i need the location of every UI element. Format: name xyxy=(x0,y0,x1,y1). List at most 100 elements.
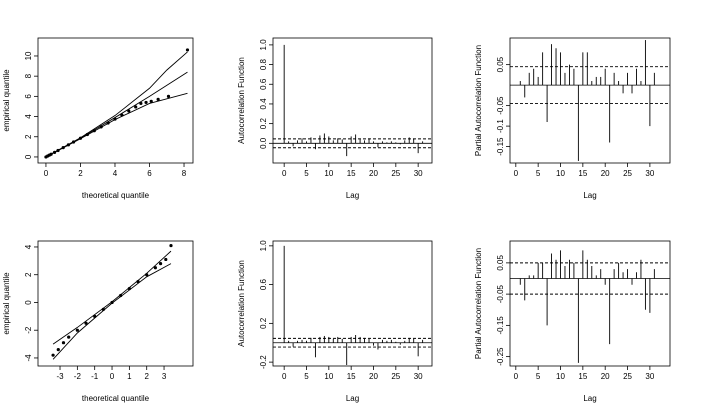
y-tick-label: 1.0 xyxy=(259,240,268,252)
y-tick-label: 4 xyxy=(24,244,33,249)
y-tick-label: 0.2 xyxy=(259,118,268,130)
x-tick-label: -2 xyxy=(74,372,82,381)
y-axis-label: Partial Autocorrelation Function xyxy=(474,248,483,359)
x-tick-label: 10 xyxy=(556,169,565,178)
x-tick-label: 0 xyxy=(110,372,115,381)
x-tick-label: 20 xyxy=(369,372,378,381)
y-tick-label: 0.6 xyxy=(259,78,268,90)
y-tick-label: 8 xyxy=(24,73,33,78)
x-tick-label: 0 xyxy=(44,169,49,178)
plot-frame xyxy=(272,240,433,367)
y-tick-label: 1.0 xyxy=(259,39,268,51)
y-axis-label: empirical quantile xyxy=(2,69,11,132)
x-tick-label: 1 xyxy=(127,372,132,381)
x-tick-label: 0 xyxy=(282,372,287,381)
y-tick-label: 2 xyxy=(24,272,33,277)
x-tick-label: 3 xyxy=(162,372,167,381)
x-tick-label: 25 xyxy=(391,372,400,381)
y-tick-label: 10 xyxy=(24,51,33,60)
x-tick-label: 25 xyxy=(623,169,632,178)
x-tick-label: 5 xyxy=(304,169,309,178)
x-axis-label: Lag xyxy=(346,394,359,403)
x-axis-label: theoretical quantile xyxy=(82,191,150,200)
x-tick-label: 0 xyxy=(282,169,287,178)
qq-point xyxy=(169,243,173,248)
x-tick-label: 20 xyxy=(369,169,378,178)
x-tick-label: 25 xyxy=(623,372,632,381)
qq-point xyxy=(144,100,148,105)
qq-point xyxy=(164,257,168,262)
x-axis-label: Lag xyxy=(583,191,596,200)
x-tick-label: 30 xyxy=(645,372,654,381)
plot-frame xyxy=(509,37,671,164)
y-tick-label: 0.6 xyxy=(259,278,268,290)
qq-point xyxy=(166,94,171,98)
qq-point xyxy=(75,328,79,332)
x-tick-label: 8 xyxy=(182,169,187,178)
x-tick-label: 0 xyxy=(514,372,519,381)
y-axis-label: Autocorrelation Function xyxy=(237,57,246,144)
y-axis-label: Partial Autocorrelation Function xyxy=(474,45,483,156)
y-tick-label: -4 xyxy=(24,354,33,362)
y-tick-label: -0.25 xyxy=(496,347,505,366)
x-tick-label: 15 xyxy=(578,169,587,178)
x-tick-label: 20 xyxy=(601,372,610,381)
qq-point xyxy=(185,48,190,52)
x-tick-label: 10 xyxy=(324,169,333,178)
x-tick-label: 4 xyxy=(113,169,118,178)
qq-point xyxy=(127,109,131,113)
plot-frame xyxy=(272,37,433,164)
x-tick-label: 10 xyxy=(556,372,565,381)
x-tick-label: 5 xyxy=(536,372,541,381)
y-tick-label: 0 xyxy=(24,300,33,305)
qq-point xyxy=(84,321,88,325)
qq-point xyxy=(67,335,71,339)
x-axis-label: Lag xyxy=(346,191,359,200)
y-tick-label: 0.4 xyxy=(259,98,268,110)
qq-point xyxy=(61,341,66,345)
x-tick-label: 5 xyxy=(536,169,541,178)
y-tick-label: 0.05 xyxy=(496,255,505,271)
y-tick-label: 0 xyxy=(24,154,33,159)
qq-point xyxy=(51,353,55,357)
y-tick-label: -0.15 xyxy=(496,316,505,335)
qq-point xyxy=(134,105,138,109)
y-axis-label: empirical quantile xyxy=(2,272,11,335)
y-tick-label: 0.05 xyxy=(496,56,505,72)
envelope-line xyxy=(45,51,188,158)
x-tick-label: -3 xyxy=(56,372,64,381)
x-tick-label: 0 xyxy=(514,169,519,178)
x-tick-label: 2 xyxy=(78,169,83,178)
y-tick-label: -2 xyxy=(24,326,33,334)
x-tick-label: 2 xyxy=(144,372,149,381)
plot-frame xyxy=(509,240,671,367)
qq-point xyxy=(156,97,160,101)
y-tick-label: -0.15 xyxy=(496,137,505,156)
qq-point xyxy=(158,262,163,266)
x-axis-label: theoretical quantile xyxy=(82,394,150,403)
x-axis-label: Lag xyxy=(583,394,596,403)
y-tick-label: 0.2 xyxy=(259,317,268,329)
y-tick-label: 2 xyxy=(24,134,33,139)
x-tick-label: 5 xyxy=(304,372,309,381)
y-tick-label: -0.05 xyxy=(496,284,505,303)
y-tick-label: 4 xyxy=(24,114,33,119)
qq-point xyxy=(149,99,153,104)
x-tick-label: 25 xyxy=(391,169,400,178)
y-tick-label: -0.2 xyxy=(259,355,268,369)
envelope-line xyxy=(52,250,172,345)
y-tick-label: 0.0 xyxy=(259,137,268,149)
y-tick-label: 0.8 xyxy=(259,58,268,70)
x-tick-label: 30 xyxy=(645,169,654,178)
plot-frame xyxy=(37,37,194,164)
x-tick-label: 6 xyxy=(147,169,152,178)
envelope-line xyxy=(45,92,188,158)
y-axis-label: Autocorrelation Function xyxy=(237,260,246,347)
envelope-line xyxy=(52,263,172,360)
y-tick-label: 6 xyxy=(24,94,33,99)
x-tick-label: 20 xyxy=(601,169,610,178)
x-tick-label: 15 xyxy=(347,372,356,381)
y-tick-label: -0.1 xyxy=(496,119,505,133)
